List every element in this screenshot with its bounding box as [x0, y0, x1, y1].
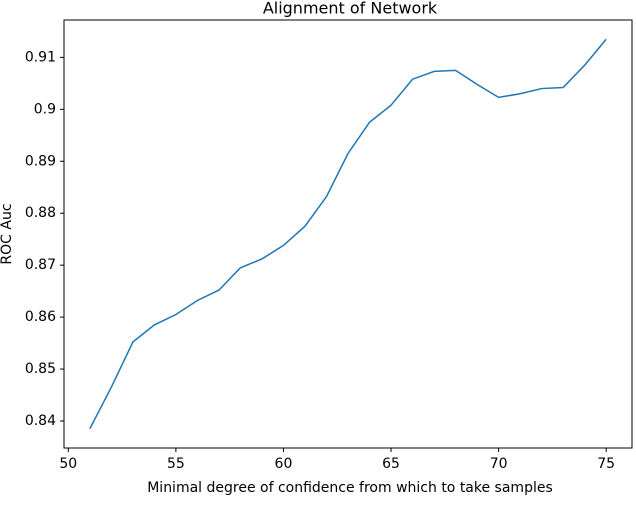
x-tick-label: 60 — [275, 456, 293, 472]
x-tick-label: 70 — [490, 456, 508, 472]
y-tick-label: 0.9 — [34, 101, 56, 117]
y-tick-label: 0.85 — [25, 361, 56, 377]
x-axis-label: Minimal degree of confidence from which … — [147, 480, 553, 496]
y-tick-label: 0.86 — [25, 309, 56, 325]
plot-frame — [63, 19, 633, 449]
x-tick-label: 50 — [59, 456, 77, 472]
y-tick-label: 0.88 — [25, 205, 56, 221]
y-tick-label: 0.89 — [25, 153, 56, 169]
chart-title: Alignment of Network — [263, 0, 438, 18]
y-tick-label: 0.84 — [25, 413, 56, 429]
x-tick-label: 55 — [167, 456, 185, 472]
x-tick-label: 65 — [382, 456, 400, 472]
x-tick-label: 75 — [597, 456, 615, 472]
y-tick-label: 0.87 — [25, 257, 56, 273]
y-axis-label: ROC Auc — [0, 203, 15, 264]
line-series — [89, 38, 607, 430]
y-tick-label: 0.91 — [25, 49, 56, 65]
